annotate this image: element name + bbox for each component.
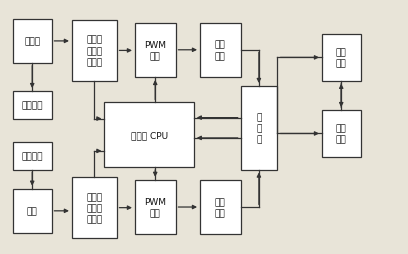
FancyBboxPatch shape — [72, 178, 117, 238]
FancyBboxPatch shape — [135, 180, 175, 234]
Text: 交流
负载: 交流 负载 — [336, 48, 347, 68]
Text: 卸载电路: 卸载电路 — [22, 152, 43, 161]
Text: PWM
输出: PWM 输出 — [144, 197, 166, 217]
Text: 调理电
路、前
级检测: 调理电 路、前 级检测 — [86, 192, 102, 223]
Text: 风能: 风能 — [27, 207, 38, 215]
Text: 蓄
电
池: 蓄 电 池 — [256, 113, 262, 144]
FancyBboxPatch shape — [104, 103, 194, 167]
Text: 太阳能: 太阳能 — [24, 37, 40, 46]
FancyBboxPatch shape — [13, 92, 51, 119]
FancyBboxPatch shape — [322, 35, 361, 82]
FancyBboxPatch shape — [200, 180, 241, 234]
Text: 直流
负载: 直流 负载 — [336, 124, 347, 144]
Text: 后级
检测: 后级 检测 — [215, 197, 226, 217]
Text: 调理电
路、前
级检测: 调理电 路、前 级检测 — [86, 36, 102, 67]
FancyBboxPatch shape — [135, 23, 175, 78]
FancyBboxPatch shape — [13, 20, 51, 64]
FancyBboxPatch shape — [72, 21, 117, 82]
Text: 控制器 CPU: 控制器 CPU — [131, 131, 168, 140]
Text: 后级
检测: 后级 检测 — [215, 41, 226, 61]
Text: PWM
输出: PWM 输出 — [144, 41, 166, 61]
FancyBboxPatch shape — [13, 142, 51, 170]
FancyBboxPatch shape — [13, 189, 51, 233]
FancyBboxPatch shape — [241, 87, 277, 170]
Text: 卸载电路: 卸载电路 — [22, 101, 43, 110]
FancyBboxPatch shape — [200, 23, 241, 78]
FancyBboxPatch shape — [322, 110, 361, 157]
